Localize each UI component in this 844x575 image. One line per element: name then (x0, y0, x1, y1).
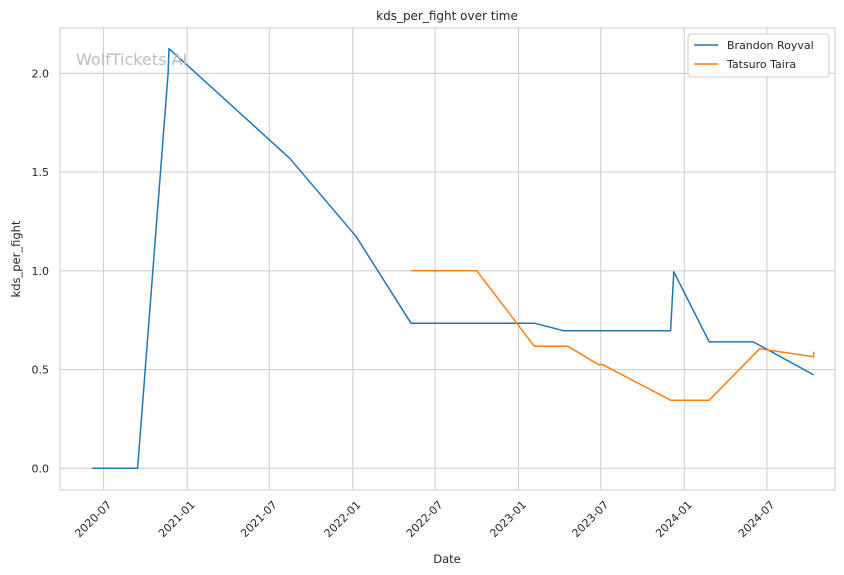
series-layer (92, 47, 815, 470)
series-line-brandon-royval (92, 47, 815, 470)
watermark: WolfTickets AI (76, 50, 187, 69)
legend-label-brandon-royval: Brandon Royval (727, 39, 814, 52)
legend-box (687, 33, 830, 78)
y-axis-label: kds_per_fight (9, 220, 23, 297)
y-axis-ticks: 0.0 0.5 1.0 1.5 2.0 (32, 67, 50, 475)
y-tick-label: 1.5 (32, 166, 50, 179)
legend: Brandon Royval Tatsuro Taira (687, 33, 830, 78)
series-line-tatsuro-taira (411, 270, 815, 401)
y-tick-label: 0.5 (32, 364, 50, 377)
legend-label-tatsuro-taira: Tatsuro Taira (726, 58, 796, 71)
y-tick-label: 0.0 (32, 462, 50, 475)
plot-frame (59, 27, 836, 491)
chart-title: kds_per_fight over time (376, 9, 518, 23)
x-axis-label: Date (433, 552, 461, 566)
y-tick-label: 1.0 (32, 265, 50, 278)
y-tick-label: 2.0 (32, 67, 50, 80)
